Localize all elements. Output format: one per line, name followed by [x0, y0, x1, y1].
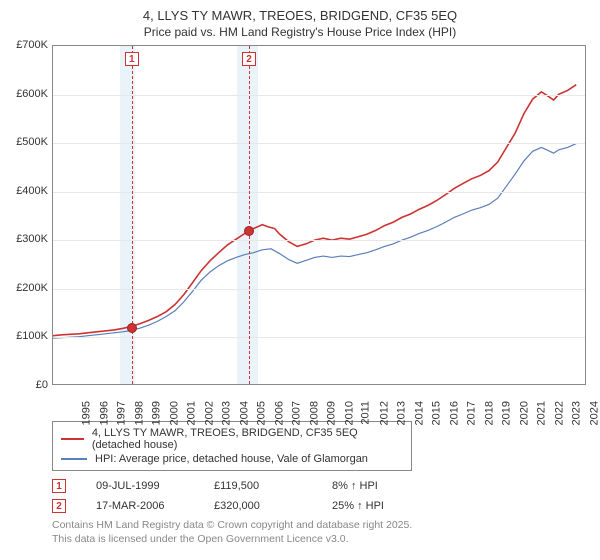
legend-label: HPI: Average price, detached house, Vale…	[95, 453, 368, 465]
y-tick-label: £400K	[16, 185, 48, 197]
transaction-row: 1 09-JUL-1999 £119,500 8% ↑ HPI	[52, 479, 590, 493]
legend-swatch	[61, 438, 84, 440]
x-tick-label: 2017	[466, 401, 478, 425]
y-tick-label: £700K	[16, 39, 48, 51]
event-marker: 2	[242, 52, 256, 66]
x-tick-label: 2006	[273, 401, 285, 425]
transaction-marker: 1	[52, 479, 66, 493]
event-marker: 1	[125, 52, 139, 66]
x-tick-label: 2014	[413, 401, 425, 425]
x-tick-label: 2020	[518, 401, 530, 425]
legend-label: 4, LLYS TY MAWR, TREOES, BRIDGEND, CF35 …	[92, 427, 403, 451]
transaction-date: 17-MAR-2006	[96, 500, 184, 512]
x-tick-label: 2011	[360, 401, 372, 425]
x-axis: 1995199619971998199920002001200220032004…	[52, 385, 586, 415]
x-tick-label: 2013	[396, 401, 408, 425]
x-tick-label: 2002	[203, 401, 215, 425]
transaction-price: £119,500	[214, 480, 302, 492]
footer: Contains HM Land Registry data © Crown c…	[52, 519, 590, 546]
x-tick-label: 1999	[151, 401, 163, 425]
footer-line1: Contains HM Land Registry data © Crown c…	[52, 519, 590, 533]
x-tick-label: 1997	[116, 401, 128, 425]
x-tick-label: 2024	[588, 401, 600, 425]
transaction-table: 1 09-JUL-1999 £119,500 8% ↑ HPI 2 17-MAR-2006…	[52, 479, 590, 513]
line-layer	[53, 46, 585, 384]
event-vline	[249, 46, 250, 384]
transaction-marker: 2	[52, 499, 66, 513]
chart-subtitle: Price paid vs. HM Land Registry's House …	[10, 25, 590, 39]
y-tick-label: £300K	[16, 233, 48, 245]
transaction-dot	[127, 323, 137, 333]
x-tick-label: 2004	[238, 401, 250, 425]
transaction-dot	[244, 226, 254, 236]
x-tick-label: 2009	[326, 401, 338, 425]
x-tick-label: 2000	[168, 401, 180, 425]
y-tick-label: £0	[36, 379, 48, 391]
transaction-row: 2 17-MAR-2006 £320,000 25% ↑ HPI	[52, 499, 590, 513]
x-tick-label: 1998	[133, 401, 145, 425]
legend: 4, LLYS TY MAWR, TREOES, BRIDGEND, CF35 …	[52, 421, 412, 471]
y-tick-label: £500K	[16, 136, 48, 148]
legend-row: 4, LLYS TY MAWR, TREOES, BRIDGEND, CF35 …	[61, 426, 403, 452]
x-tick-label: 2022	[553, 401, 565, 425]
legend-row: HPI: Average price, detached house, Vale…	[61, 452, 403, 466]
y-axis: £0£100K£200K£300K£400K£500K£600K£700K	[10, 45, 52, 385]
x-tick-label: 2008	[308, 401, 320, 425]
x-tick-label: 2015	[431, 401, 443, 425]
y-tick-label: £600K	[16, 88, 48, 100]
x-tick-label: 2012	[378, 401, 390, 425]
plot-area: 12	[52, 45, 586, 385]
x-tick-label: 2003	[221, 401, 233, 425]
x-tick-label: 2023	[571, 401, 583, 425]
transaction-delta: 8% ↑ HPI	[332, 480, 420, 492]
chart-title: 4, LLYS TY MAWR, TREOES, BRIDGEND, CF35 …	[10, 8, 590, 23]
event-vline	[132, 46, 133, 384]
x-tick-label: 2018	[483, 401, 495, 425]
transaction-date: 09-JUL-1999	[96, 480, 184, 492]
x-tick-label: 2016	[448, 401, 460, 425]
y-tick-label: £100K	[16, 330, 48, 342]
x-tick-label: 2005	[256, 401, 268, 425]
legend-swatch	[61, 458, 87, 460]
x-tick-label: 2010	[343, 401, 355, 425]
x-tick-label: 2001	[186, 401, 198, 425]
transaction-price: £320,000	[214, 500, 302, 512]
chart-container: 4, LLYS TY MAWR, TREOES, BRIDGEND, CF35 …	[0, 0, 600, 560]
x-tick-label: 2021	[536, 401, 548, 425]
y-tick-label: £200K	[16, 282, 48, 294]
footer-line2: This data is licensed under the Open Gov…	[52, 533, 590, 547]
x-tick-label: 2007	[291, 401, 303, 425]
transaction-delta: 25% ↑ HPI	[332, 500, 420, 512]
chart-area: £0£100K£200K£300K£400K£500K£600K£700K 12…	[10, 45, 590, 415]
x-tick-label: 1995	[80, 401, 92, 425]
x-tick-label: 2019	[501, 401, 513, 425]
x-tick-label: 1996	[98, 401, 110, 425]
